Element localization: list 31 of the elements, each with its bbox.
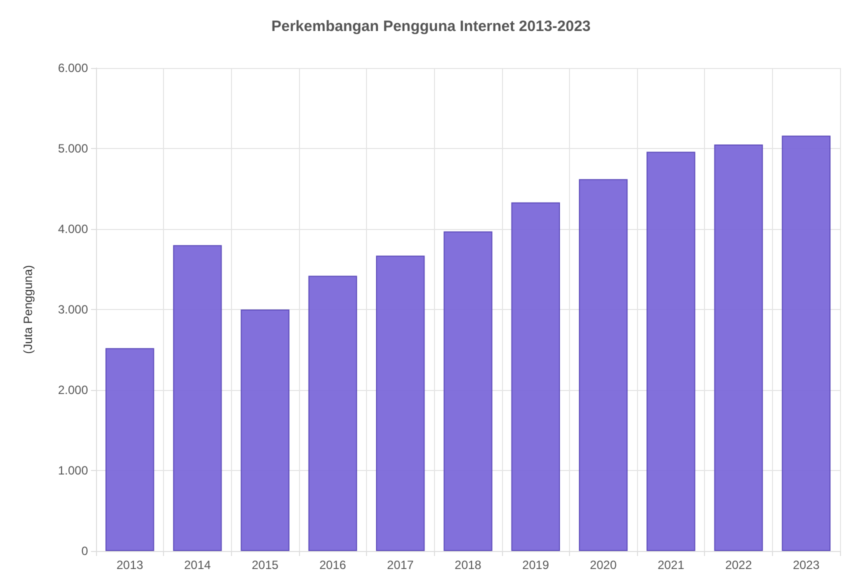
- chart-title: Perkembangan Pengguna Internet 2013-2023: [271, 18, 591, 35]
- x-tick-label: 2020: [590, 558, 617, 572]
- bar: [578, 179, 628, 551]
- x-tick-label: 2019: [522, 558, 550, 572]
- bar: [782, 136, 831, 551]
- y-tick-label: 2.000: [58, 383, 88, 397]
- x-tick-label: 2018: [454, 558, 482, 572]
- bar: [240, 310, 290, 551]
- bar: [105, 348, 154, 551]
- x-tick-label: 2022: [725, 558, 752, 572]
- bar: [511, 202, 560, 551]
- y-tick-label: 1.000: [58, 464, 88, 478]
- bar: [714, 144, 763, 551]
- y-tick-label: 6.000: [58, 61, 88, 75]
- bar: [308, 276, 358, 551]
- y-tick-label: 5.000: [58, 142, 88, 156]
- x-tick-label: 2016: [319, 558, 346, 572]
- y-axis-title: (Juta Pengguna): [21, 265, 35, 354]
- bar: [444, 231, 492, 551]
- y-tick-label: 4.000: [58, 222, 88, 236]
- y-tick-label: 0: [81, 544, 88, 558]
- bar: [646, 152, 696, 551]
- x-tick-label: 2013: [116, 558, 144, 572]
- x-tick-label: 2021: [658, 558, 685, 572]
- bar: [376, 256, 425, 551]
- x-tick-label: 2017: [387, 558, 414, 572]
- x-tick-label: 2014: [184, 558, 212, 572]
- x-tick-label: 2015: [252, 558, 279, 572]
- y-tick-label: 3.000: [58, 302, 88, 316]
- bar: [173, 245, 222, 551]
- x-tick-label: 2023: [792, 558, 820, 572]
